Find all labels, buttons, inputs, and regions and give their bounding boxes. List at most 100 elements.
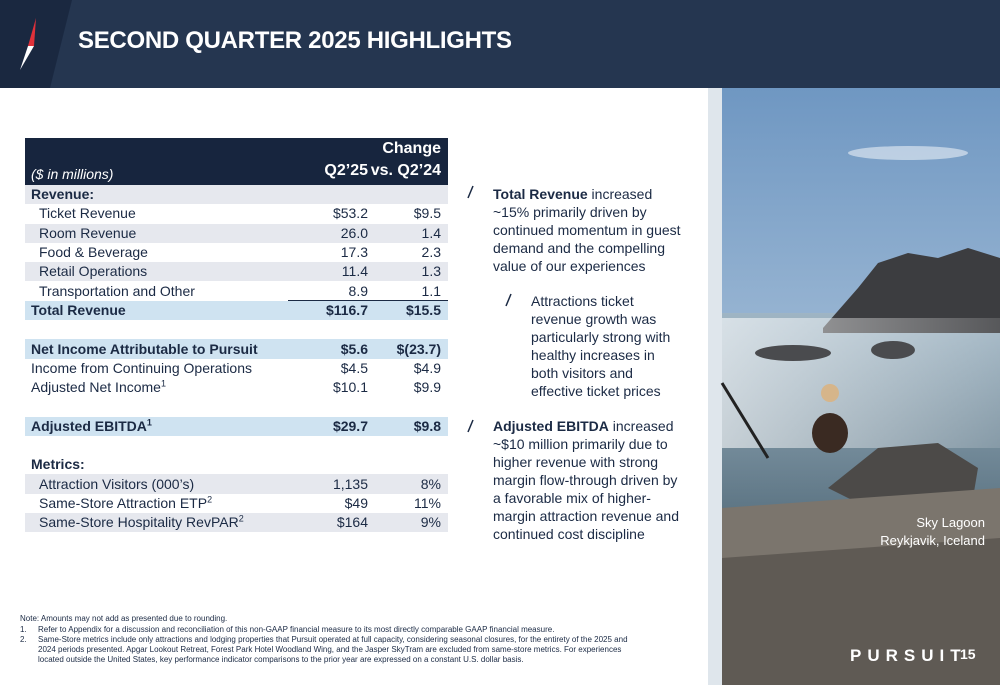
bullet-lead: Total Revenue (493, 186, 588, 202)
footnote-note: Note: Amounts may not add as presented d… (20, 614, 228, 623)
table-row: Ticket Revenue $53.2 $9.5 (25, 204, 448, 223)
footnote-text: Same-Store metrics include only attracti… (38, 635, 628, 664)
q2-value: $49 (344, 494, 368, 511)
row-label: Same-Store Attraction ETP2 (25, 494, 288, 513)
q2-value: 1,135 (332, 475, 368, 492)
footnote-number: 1. (20, 625, 27, 634)
change-value: $(23.7) (396, 340, 441, 357)
table-row: Revenue: (25, 185, 448, 205)
footnote: 1. Refer to Appendix for a discussion an… (20, 625, 660, 636)
row-label: Transportation and Other (25, 282, 288, 301)
bullet: Total Revenue increased ~15% primarily d… (493, 185, 688, 275)
change-value: $9.5 (413, 205, 441, 222)
table-row: Retail Operations 11.4 1.3 (25, 262, 448, 282)
row-label: Retail Operations (25, 262, 288, 281)
q2-value: $53.2 (332, 205, 368, 222)
row-label: Total Revenue (25, 301, 288, 320)
change-value: $9.8 (413, 417, 441, 434)
q2-value: $29.7 (332, 417, 368, 434)
row-label-text: Transportation and Other (39, 282, 195, 299)
table-row: Metrics: (25, 455, 448, 474)
table-row: Same-Store Attraction ETP2 $49 11% (25, 494, 448, 513)
row-label-text: Adjusted Net Income (31, 379, 161, 396)
column-header: Q2’25 (324, 162, 368, 179)
row-label: Same-Store Hospitality RevPAR2 (25, 513, 288, 532)
table-row: Total Revenue $116.7 $15.5 (25, 300, 448, 321)
change-value: 1.1 (421, 282, 441, 299)
units-label: ($ in millions) (31, 166, 114, 182)
table-row: Attraction Visitors (000’s) 1,135 8% (25, 474, 448, 494)
q2-value: $4.5 (340, 359, 368, 376)
change-value: 9% (420, 514, 441, 531)
row-label-text: Net Income Attributable to Pursuit (31, 340, 258, 357)
logo-mark (0, 0, 72, 88)
row-label: Net Income Attributable to Pursuit (25, 340, 288, 359)
footnote: 2. Same-Store metrics include only attra… (20, 635, 660, 667)
table-row: Net Income Attributable to Pursuit $5.6 $(… (25, 339, 448, 359)
row-label-text: Food & Beverage (39, 244, 148, 261)
table-header: ($ in millions) Q2’25 Change vs. Q2’24 (25, 138, 448, 185)
row-label: Adjusted EBITDA1 (25, 417, 288, 436)
bullet-text: increased ~15% primarily driven by conti… (493, 186, 681, 274)
row-label: Adjusted Net Income1 (25, 378, 288, 397)
table-row: Food & Beverage 17.3 2.3 (25, 243, 448, 262)
row-label-text: Adjusted EBITDA (31, 417, 147, 434)
footnote-number: 2. (20, 635, 27, 644)
table-body: Revenue: Ticket Revenue $53.2 $9.5 Room Reve… (25, 185, 448, 533)
row-label-text: Total Revenue (31, 301, 126, 318)
footnote-ref: 1 (160, 378, 166, 389)
sub-bullet: Attractions ticket revenue growth was pa… (531, 292, 681, 400)
row-label-text: Income from Continuing Operations (31, 359, 252, 376)
row-label-text: Ticket Revenue (39, 205, 136, 222)
row-label-text: Retail Operations (39, 263, 148, 280)
change-value: 2.3 (421, 244, 441, 261)
title: SECOND QUARTER 2025 HIGHLIGHTS (78, 27, 512, 54)
change-value: 1.4 (421, 224, 441, 241)
row-gap (25, 320, 448, 339)
bullet-text: increased ~$10 million primarily due to … (493, 418, 679, 542)
caption-line: Sky Lagoon (916, 515, 985, 530)
change-value: $9.9 (413, 379, 441, 396)
change-value: $15.5 (368, 300, 448, 320)
change-value: 8% (420, 475, 441, 492)
row-label: Room Revenue (25, 224, 288, 243)
row-label: Revenue: (25, 185, 288, 204)
photo (708, 88, 1000, 685)
q2-value: $10.1 (332, 379, 368, 396)
bullet-lead: Adjusted EBITDA (493, 418, 609, 434)
photo-caption: Sky Lagoon Reykjavik, Iceland (880, 514, 985, 550)
row-label: Metrics: (25, 455, 288, 474)
row-label-text: Same-Store Hospitality RevPAR (39, 514, 239, 531)
header-band (0, 0, 1000, 88)
page-number: 15 (960, 646, 976, 662)
row-label: Ticket Revenue (25, 204, 288, 223)
row-label: Food & Beverage (25, 243, 288, 262)
bullet-text: Attractions ticket revenue growth was pa… (531, 293, 671, 399)
q2-value: $164 (336, 514, 368, 531)
change-value: $4.9 (413, 359, 441, 376)
q2-value: $116.7 (288, 300, 368, 320)
row-label-text: Room Revenue (39, 224, 137, 241)
footnote-ref: 2 (207, 494, 213, 505)
row-label: Income from Continuing Operations (25, 359, 288, 378)
table-row: Income from Continuing Operations $4.5 $4.… (25, 359, 448, 378)
table-row: Transportation and Other 8.9 1.1 (25, 281, 448, 300)
brand-logo: PURSUIT (850, 646, 967, 665)
table-row: Adjusted EBITDA1 $29.7 $9.8 (25, 416, 448, 436)
bullet: Adjusted EBITDA increased ~$10 million p… (493, 417, 688, 543)
row-label-text: Metrics: (31, 456, 85, 473)
column-header-line: vs. Q2’24 (370, 162, 441, 179)
column-header-line: Change (382, 140, 441, 157)
bullet-marks (467, 185, 512, 433)
table-row: Adjusted Net Income1 $10.1 $9.9 (25, 378, 448, 397)
table-row: Same-Store Hospitality RevPAR2 $164 9% (25, 513, 448, 533)
row-label-text: Attraction Visitors (000’s) (39, 475, 195, 492)
financial-table: ($ in millions) Q2’25 Change vs. Q2’24 Re… (25, 138, 448, 533)
column-header: Change vs. Q2’24 (368, 138, 448, 182)
q2-value: 11.4 (341, 263, 368, 280)
q2-value: $5.6 (340, 340, 368, 357)
row-gap (25, 436, 448, 455)
footnote-ref: 2 (238, 513, 244, 524)
